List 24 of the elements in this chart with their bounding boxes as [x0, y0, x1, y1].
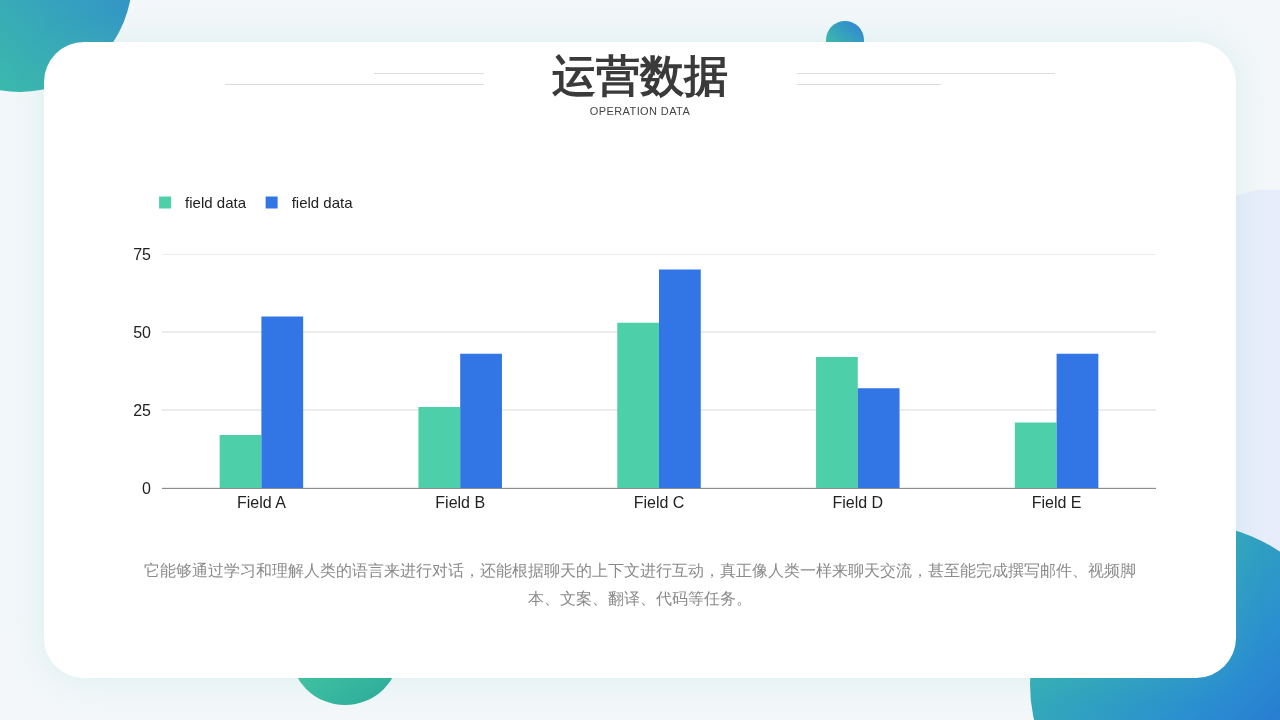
x-tick-label: Field B — [435, 494, 486, 512]
bar — [617, 322, 659, 488]
x-tick-label: Field E — [1031, 494, 1082, 512]
bar — [857, 388, 900, 488]
bar — [418, 406, 461, 488]
legend-label: field data — [185, 194, 247, 212]
bar — [261, 316, 304, 488]
x-tick-label: Field C — [633, 494, 685, 512]
text: 它能够通过学习和理解人类的语言来进行对话，还能根据聊天的上下文进行互动，真正像人类一样来聊天交流，甚至能完成撰写邮件、视频脚本、文案、翻译、代码等任务。 — [143, 561, 1137, 609]
bar — [219, 434, 262, 488]
legend-label: field data — [291, 194, 354, 212]
chart-title: 运营数据 — [552, 50, 728, 102]
bar — [1014, 422, 1057, 488]
bar — [659, 269, 701, 488]
y-tick-label: 25 — [133, 401, 152, 419]
x-tick-label: Field D — [832, 494, 884, 512]
y-tick-label: 0 — [142, 479, 152, 497]
bar — [816, 356, 858, 488]
chart-subtitle: OPERATION DATA — [589, 104, 691, 118]
y-tick-label: 75 — [133, 245, 152, 263]
bar — [460, 353, 502, 488]
bar — [1056, 353, 1099, 488]
x-tick-label: Field A — [236, 494, 287, 512]
y-tick-label: 50 — [133, 323, 152, 341]
